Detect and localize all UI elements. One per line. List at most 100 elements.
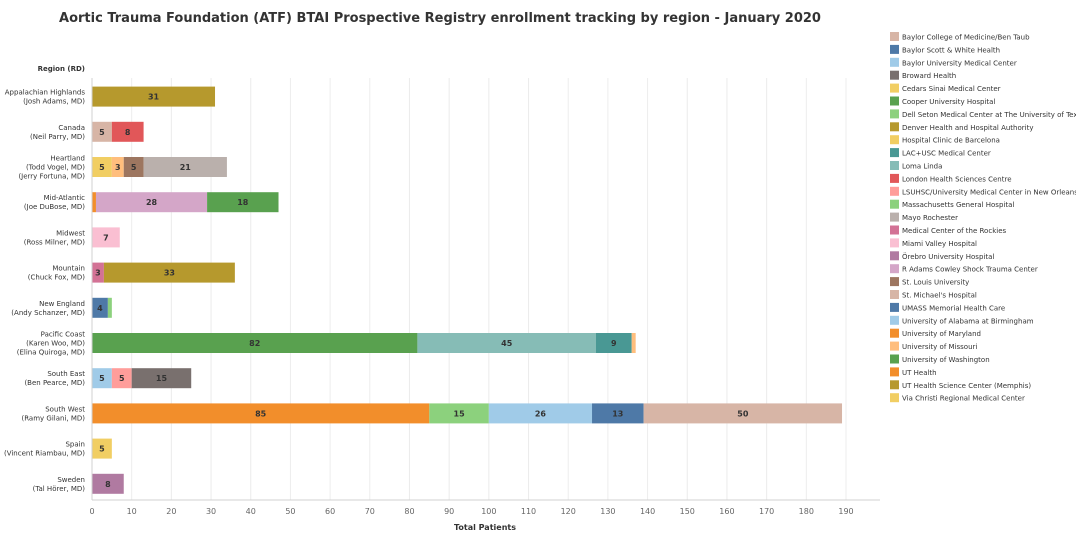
- legend-swatch: [890, 264, 899, 274]
- bar-segment[interactable]: [92, 368, 112, 389]
- legend-label: Via Christi Regional Medical Center: [902, 395, 1025, 403]
- legend-item[interactable]: Baylor College of Medicine/Ben Taub: [890, 32, 1030, 42]
- bar-segment[interactable]: [207, 192, 279, 213]
- legend-swatch: [890, 290, 899, 299]
- bar-segment[interactable]: [92, 473, 124, 494]
- x-tick-label: 80: [404, 507, 414, 516]
- bar-segment[interactable]: [111, 157, 124, 177]
- x-tick-label: 10: [127, 507, 137, 516]
- legend-label: London Health Sciences Centre: [902, 175, 1012, 183]
- legend-item[interactable]: Via Christi Regional Medical Center: [890, 393, 1025, 403]
- legend-swatch: [890, 302, 899, 312]
- legend-item[interactable]: Miami Valley Hospital: [890, 238, 977, 248]
- legend-item[interactable]: Baylor University Medical Center: [890, 57, 1017, 68]
- legend-item[interactable]: R Adams Cowley Shock Trauma Center: [890, 264, 1038, 274]
- bar-segment[interactable]: [631, 333, 636, 353]
- legend-swatch: [890, 83, 899, 93]
- legend-item[interactable]: Cooper University Hospital: [890, 96, 995, 107]
- legend-item[interactable]: Dell Seton Medical Center at The Univers…: [890, 109, 1076, 119]
- legend-item[interactable]: Hospital Clinic de Barcelona: [890, 135, 1000, 145]
- bar-segment[interactable]: [131, 368, 192, 389]
- legend-item[interactable]: Baylor Scott & White Health: [890, 44, 1000, 55]
- legend-item[interactable]: University of Alabama at Birmingham: [890, 315, 1034, 326]
- bar-segment[interactable]: [92, 86, 216, 107]
- x-axis: 0 10 20 30 40 50 60 70 80 90 100 110 120 130 140 150 160…: [89, 78, 880, 516]
- legend-item[interactable]: Massachusetts General Hospital: [890, 199, 1014, 210]
- x-tick-label: 180: [799, 507, 814, 516]
- bar-segment[interactable]: [107, 297, 112, 318]
- x-axis-title: Total Patients: [454, 523, 516, 532]
- legend-item[interactable]: St. Michael's Hospital: [890, 290, 977, 300]
- legend-item[interactable]: UT Health Science Center (Memphis): [890, 380, 1031, 390]
- legend-swatch: [890, 238, 899, 248]
- legend-item[interactable]: UT Health: [890, 367, 937, 377]
- bar-value-label: 85: [255, 409, 267, 418]
- region-label: South West (Ramy Gilani, MD): [21, 405, 85, 422]
- legend-swatch: [890, 367, 899, 377]
- bar-segment[interactable]: [488, 403, 593, 424]
- region-label-line: Midwest: [56, 229, 85, 237]
- bar-segment[interactable]: [123, 157, 144, 177]
- legend-item[interactable]: University of Washington: [890, 354, 990, 365]
- legend-label: Medical Center of the Rockies: [902, 227, 1006, 235]
- x-tick-label: 160: [719, 507, 734, 516]
- bar-segment[interactable]: [92, 333, 418, 353]
- legend-item[interactable]: Örebro University Hospital: [890, 251, 994, 261]
- legend-swatch: [890, 148, 899, 158]
- bar-segment[interactable]: [592, 403, 644, 424]
- x-tick-label: 90: [444, 507, 454, 516]
- bar-segment[interactable]: [103, 262, 235, 283]
- bar-segment[interactable]: [92, 157, 112, 177]
- bar-segment[interactable]: [595, 333, 632, 353]
- legend-item[interactable]: Medical Center of the Rockies: [890, 225, 1006, 236]
- x-tick-label: 190: [838, 507, 853, 516]
- bar-segment[interactable]: [417, 333, 596, 353]
- legend[interactable]: Baylor College of Medicine/Ben Taub Baylo…: [890, 32, 1076, 403]
- x-tick-label: 100: [481, 507, 496, 516]
- bar-segment[interactable]: [92, 297, 108, 318]
- legend-item[interactable]: London Health Sciences Centre: [890, 173, 1012, 184]
- bar-segment[interactable]: [92, 227, 120, 248]
- legend-label: University of Washington: [902, 356, 990, 364]
- x-tick-label: 120: [561, 507, 576, 516]
- x-tick-label: 140: [640, 507, 655, 516]
- bar-segment[interactable]: [92, 262, 104, 283]
- region-label-line: Mountain: [52, 265, 85, 273]
- bar-segment[interactable]: [92, 438, 112, 459]
- region-label-line: (Karen Woo, MD): [26, 340, 85, 348]
- bar-value-label: 13: [612, 409, 623, 418]
- legend-item[interactable]: University of Missouri: [890, 341, 977, 352]
- bar-segment[interactable]: [95, 192, 208, 213]
- legend-swatch: [890, 380, 899, 390]
- bar-value-label: 5: [99, 128, 105, 137]
- region-label: New England (Andy Schanzer, MD): [11, 300, 85, 317]
- bar-segment[interactable]: [429, 403, 489, 424]
- bar-segment[interactable]: [92, 403, 430, 424]
- legend-swatch: [890, 173, 899, 183]
- legend-swatch: [890, 186, 899, 196]
- legend-item[interactable]: Mayo Rochester: [890, 212, 958, 223]
- legend-item[interactable]: UMASS Memorial Health Care: [890, 302, 1005, 313]
- legend-label: Baylor University Medical Center: [902, 59, 1017, 67]
- legend-item[interactable]: Cedars Sinai Medical Center: [890, 83, 1001, 94]
- region-label: Mid-Atlantic (Joe DuBose, MD): [24, 194, 85, 211]
- legend-label: University of Maryland: [902, 330, 981, 338]
- bar-segment[interactable]: [111, 121, 144, 142]
- legend-item[interactable]: Broward Health: [890, 70, 956, 81]
- legend-item[interactable]: LSUHSC/University Medical Center in New …: [890, 186, 1076, 197]
- legend-item[interactable]: LAC+USC Medical Center: [890, 148, 991, 158]
- legend-label: University of Alabama at Birmingham: [902, 317, 1034, 325]
- bar-segment[interactable]: [143, 157, 227, 177]
- bar-segment[interactable]: [111, 368, 132, 389]
- legend-item[interactable]: St. Louis University: [890, 277, 969, 287]
- region-label-line: (Vincent Riambau, MD): [4, 450, 85, 458]
- legend-item[interactable]: Denver Health and Hospital Authority: [890, 122, 1033, 132]
- legend-swatch: [890, 44, 899, 54]
- bar-segment[interactable]: [92, 121, 112, 142]
- bar-segment[interactable]: [92, 192, 96, 213]
- legend-swatch: [890, 122, 899, 132]
- region-label-line: South East: [47, 370, 85, 378]
- bar-segment[interactable]: [643, 403, 843, 424]
- legend-item[interactable]: University of Maryland: [890, 328, 981, 339]
- legend-item[interactable]: Loma Linda: [890, 161, 942, 171]
